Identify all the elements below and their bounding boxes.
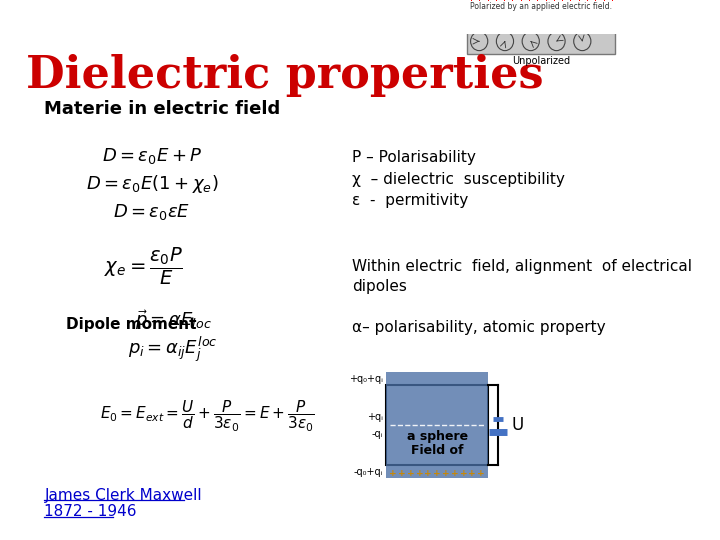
Text: a sphere: a sphere xyxy=(407,430,467,443)
Text: Unpolarized: Unpolarized xyxy=(512,56,570,66)
Text: +: + xyxy=(567,0,574,3)
Text: ε  -  permitivity: ε - permitivity xyxy=(352,193,468,208)
Text: +: + xyxy=(608,0,615,3)
Text: James Clerk Maxwell: James Clerk Maxwell xyxy=(45,488,202,503)
Text: $E_0 = E_{ext} = \dfrac{U}{d} + \dfrac{P}{3\varepsilon_0} = E + \dfrac{P}{3\vare: $E_0 = E_{ext} = \dfrac{U}{d} + \dfrac{P… xyxy=(100,399,315,434)
Text: χ  – dielectric  susceptibility: χ – dielectric susceptibility xyxy=(352,172,565,186)
Text: $D = \varepsilon_0 E(1 + \chi_e)$: $D = \varepsilon_0 E(1 + \chi_e)$ xyxy=(86,173,218,195)
Text: dipoles: dipoles xyxy=(352,279,407,294)
Text: $\vec{p} = \alpha E_{loc}$: $\vec{p} = \alpha E_{loc}$ xyxy=(135,308,212,332)
Text: +: + xyxy=(591,0,598,3)
Text: $D = \varepsilon_0 \varepsilon E$: $D = \varepsilon_0 \varepsilon E$ xyxy=(113,202,190,222)
Text: $D = \varepsilon_0 E + P$: $D = \varepsilon_0 E + P$ xyxy=(102,146,202,166)
Bar xyxy=(387,372,487,478)
Text: +: + xyxy=(467,0,474,3)
Text: +: + xyxy=(575,0,582,3)
Bar xyxy=(387,386,487,465)
Text: +: + xyxy=(517,0,524,3)
Text: +: + xyxy=(583,0,590,3)
Text: P – Polarisability: P – Polarisability xyxy=(352,150,476,165)
Text: +: + xyxy=(415,469,423,478)
Text: Dipole moment: Dipole moment xyxy=(66,317,197,332)
Text: +: + xyxy=(525,0,532,3)
Text: +: + xyxy=(390,469,397,478)
Text: +: + xyxy=(475,0,482,3)
Text: 1872 - 1946: 1872 - 1946 xyxy=(45,504,137,519)
Text: α– polarisability, atomic property: α– polarisability, atomic property xyxy=(352,320,606,335)
Text: U: U xyxy=(512,416,524,434)
Text: +: + xyxy=(425,469,432,478)
Text: Field of: Field of xyxy=(411,443,463,456)
Text: +: + xyxy=(492,0,499,3)
Text: +: + xyxy=(558,0,565,3)
Text: +: + xyxy=(407,469,415,478)
Text: $\chi_e = \dfrac{\varepsilon_0 P}{E}$: $\chi_e = \dfrac{\varepsilon_0 P}{E}$ xyxy=(104,246,183,287)
Text: +: + xyxy=(459,469,467,478)
Text: +q₀+qᵢ: +q₀+qᵢ xyxy=(349,374,383,384)
Text: +qᵢ: +qᵢ xyxy=(367,411,383,422)
Text: +: + xyxy=(508,0,516,3)
Text: Dielectric properties: Dielectric properties xyxy=(26,55,544,97)
Text: +: + xyxy=(442,469,450,478)
Bar xyxy=(467,9,615,55)
Text: +: + xyxy=(534,0,541,3)
Text: -qᵢ: -qᵢ xyxy=(372,429,383,438)
Text: +: + xyxy=(477,469,485,478)
Text: +: + xyxy=(451,469,459,478)
Text: +: + xyxy=(433,469,441,478)
Text: Materie in electric field: Materie in electric field xyxy=(45,100,281,118)
Text: +: + xyxy=(398,469,406,478)
Text: Polarized by an applied electric field.: Polarized by an applied electric field. xyxy=(470,2,612,11)
Text: $p_i = \alpha_{ij} E_j^{loc}$: $p_i = \alpha_{ij} E_j^{loc}$ xyxy=(128,335,218,365)
Text: Within electric  field, alignment  of electrical: Within electric field, alignment of elec… xyxy=(352,259,692,274)
Text: +: + xyxy=(468,469,476,478)
Text: -q₀+qᵢ: -q₀+qᵢ xyxy=(354,467,383,477)
Text: +: + xyxy=(541,0,549,3)
Text: +: + xyxy=(484,0,490,3)
Text: +: + xyxy=(550,0,557,3)
Text: +: + xyxy=(500,0,508,3)
Text: +: + xyxy=(600,0,607,3)
